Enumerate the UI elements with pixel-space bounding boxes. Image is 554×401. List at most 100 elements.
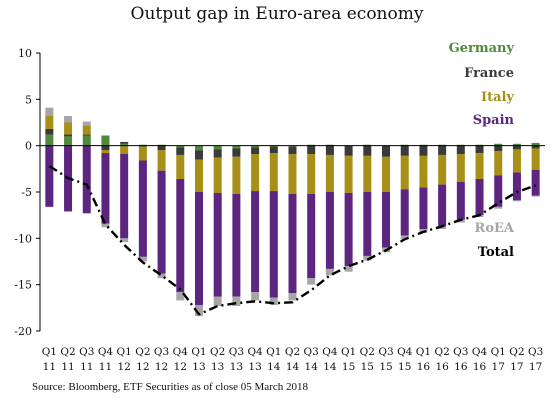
bar-france-0: [45, 128, 54, 135]
bar-roea-25: [512, 200, 521, 202]
x-tick-label-year: 12: [117, 361, 130, 373]
bar-spain-4: [120, 154, 129, 239]
legend-france: France: [464, 66, 514, 81]
bar-germany-10: [232, 145, 241, 149]
bar-france-13: [288, 146, 297, 154]
bar-italy-23: [475, 153, 484, 180]
bar-france-9: [213, 149, 222, 158]
bar-roea-12: [269, 297, 278, 306]
x-tick-label-quarter: Q2: [360, 346, 375, 358]
bar-stacks: [45, 107, 540, 317]
bar-roea-14: [307, 278, 316, 285]
bar-italy-24: [494, 151, 503, 176]
y-tick-label: -10: [14, 232, 32, 245]
bar-germany-7: [176, 145, 185, 148]
x-tick-label-quarter: Q3: [378, 346, 393, 358]
bar-italy-0: [45, 116, 54, 129]
bar-spain-8: [194, 192, 203, 306]
x-tick-label-year: 15: [398, 361, 411, 373]
bar-germany-9: [213, 145, 222, 150]
bar-italy-7: [176, 154, 185, 180]
bar-spain-12: [269, 191, 278, 298]
x-tick-label-quarter: Q3: [304, 346, 319, 358]
bar-france-1: [64, 134, 73, 137]
bar-spain-0: [45, 145, 54, 207]
bar-roea-1: [64, 116, 73, 123]
x-tick-label-year: 14: [323, 361, 337, 373]
source-note: Source: Bloomberg, ETF Securities as of …: [32, 381, 308, 393]
bar-italy-1: [64, 122, 73, 135]
bar-italy-9: [213, 157, 222, 193]
x-tick-label-quarter: Q3: [453, 346, 468, 358]
total-line-layer: [48, 165, 537, 316]
bar-germany-3: [101, 135, 110, 146]
x-tick-label-year: 15: [342, 361, 355, 373]
bar-spain-3: [101, 153, 110, 224]
bar-france-4: [120, 141, 129, 144]
bar-spain-22: [456, 181, 465, 220]
x-tick-label-year: 13: [248, 361, 261, 373]
bar-roea-21: [438, 226, 447, 230]
bar-france-20: [419, 145, 428, 156]
bar-france-18: [382, 145, 391, 157]
bar-spain-7: [176, 179, 185, 293]
bar-spain-24: [494, 175, 503, 207]
bar-italy-16: [344, 155, 353, 193]
bar-france-22: [456, 145, 465, 155]
axes: [36, 52, 545, 332]
bar-italy-15: [325, 154, 334, 192]
bar-spain-14: [307, 193, 316, 279]
x-tick-label-quarter: Q1: [491, 346, 506, 358]
y-tick-label: 0: [25, 140, 32, 153]
bar-italy-19: [400, 155, 409, 190]
bar-france-14: [307, 145, 316, 155]
bar-roea-3: [101, 223, 110, 228]
bar-germany-25: [512, 143, 521, 146]
x-tick-label-year: 13: [192, 361, 205, 373]
bar-france-16: [344, 145, 353, 156]
bar-roea-8: [194, 305, 203, 317]
x-tick-label-quarter: Q1: [266, 346, 281, 358]
x-tick-label-quarter: Q1: [416, 346, 431, 358]
bar-germany-1: [64, 136, 73, 146]
bar-spain-26: [531, 169, 540, 196]
bar-roea-19: [400, 235, 409, 240]
bar-roea-24: [494, 206, 503, 209]
x-tick-label-quarter: Q2: [210, 346, 225, 358]
bar-italy-25: [512, 149, 521, 173]
x-tick-label-quarter: Q2: [285, 346, 300, 358]
x-tick-label-year: 16: [435, 361, 449, 373]
x-tick-label-quarter: Q2: [135, 346, 150, 358]
bar-roea-9: [213, 296, 222, 306]
bar-italy-5: [138, 146, 147, 161]
bar-france-26: [531, 145, 540, 149]
bar-spain-6: [157, 170, 166, 274]
bar-france-11: [251, 147, 260, 155]
bar-italy-10: [232, 156, 241, 194]
bar-spain-18: [382, 192, 391, 248]
x-tick-label-year: 12: [155, 361, 168, 373]
bar-italy-12: [269, 153, 278, 192]
bar-germany-4: [120, 143, 129, 146]
bar-roea-0: [45, 107, 54, 117]
bar-roea-7: [176, 292, 185, 301]
x-tick-label-quarter: Q2: [509, 346, 524, 358]
bar-roea-26: [531, 195, 540, 197]
bar-spain-23: [475, 179, 484, 216]
bar-italy-6: [157, 150, 166, 171]
bar-roea-22: [456, 219, 465, 223]
bar-germany-8: [194, 145, 203, 151]
bar-france-7: [176, 147, 185, 155]
x-tick-label-quarter: Q3: [154, 346, 169, 358]
x-tick-label-quarter: Q4: [173, 346, 189, 358]
bar-spain-25: [512, 172, 521, 201]
x-tick-label-quarter: Q4: [98, 346, 114, 358]
bar-france-17: [363, 145, 372, 156]
bar-italy-14: [307, 154, 316, 194]
bar-italy-17: [363, 155, 372, 192]
x-tick-label-quarter: Q1: [191, 346, 206, 358]
bar-roea-17: [363, 255, 372, 261]
bar-spain-15: [325, 192, 334, 269]
x-tick-label-quarter: Q2: [434, 346, 449, 358]
x-tick-label-quarter: Q4: [472, 346, 488, 358]
